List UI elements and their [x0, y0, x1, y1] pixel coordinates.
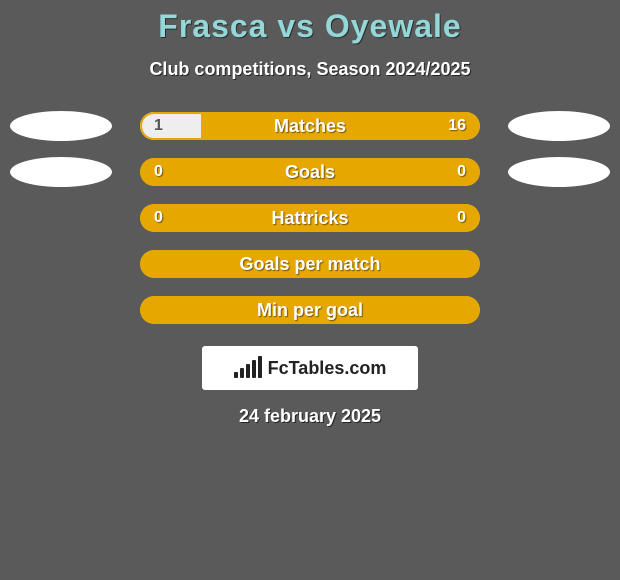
stat-bar: Goals per match — [140, 250, 480, 278]
brand-text: FcTables.com — [268, 358, 387, 379]
team-logo-right — [508, 157, 610, 187]
stat-label: Goals — [140, 158, 480, 186]
team-logo-left — [10, 157, 112, 187]
stat-bar: Min per goal — [140, 296, 480, 324]
page-title: Frasca vs Oyewale — [0, 8, 620, 45]
stat-row: 00Hattricks — [0, 204, 620, 232]
stat-row: Min per goal — [0, 296, 620, 324]
stat-bar: 00Goals — [140, 158, 480, 186]
stat-bar: 116Matches — [140, 112, 480, 140]
stat-label: Min per goal — [140, 296, 480, 324]
stat-row: 116Matches — [0, 112, 620, 140]
team-logo-left — [10, 111, 112, 141]
stat-label: Matches — [140, 112, 480, 140]
stat-row: 00Goals — [0, 158, 620, 186]
brand-badge[interactable]: FcTables.com — [202, 346, 418, 390]
subtitle: Club competitions, Season 2024/2025 — [0, 59, 620, 80]
stat-rows: 116Matches 00Goals 00Hattricks Goals per ma… — [0, 112, 620, 324]
stat-bar: 00Hattricks — [140, 204, 480, 232]
comparison-card: Frasca vs Oyewale Club competitions, Sea… — [0, 0, 620, 580]
stat-label: Goals per match — [140, 250, 480, 278]
date-text: 24 february 2025 — [0, 406, 620, 427]
bar-chart-icon — [234, 358, 262, 378]
team-logo-right — [508, 111, 610, 141]
stat-row: Goals per match — [0, 250, 620, 278]
stat-label: Hattricks — [140, 204, 480, 232]
